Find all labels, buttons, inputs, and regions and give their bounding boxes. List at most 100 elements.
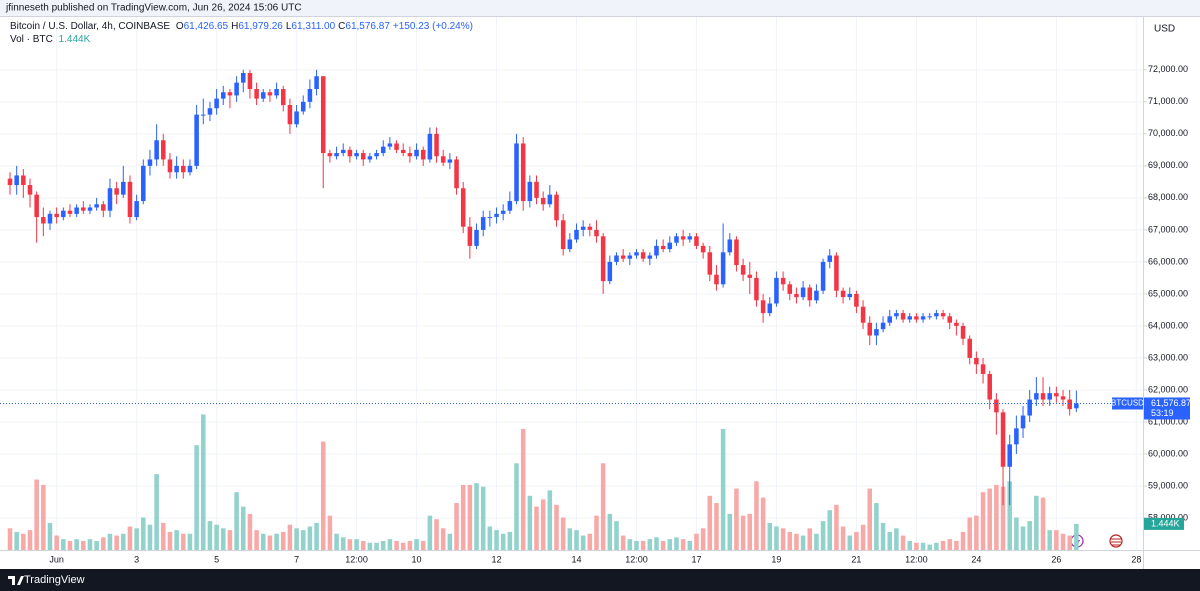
candle-body: [614, 255, 619, 262]
legend-line: Bitcoin / U.S. Dollar, 4h, COINBASE O61,…: [10, 20, 476, 33]
volume-bar: [181, 533, 186, 550]
volume-bar: [61, 539, 66, 550]
volume-bar: [141, 517, 146, 550]
y-tick-label: 64,000.00: [1148, 320, 1188, 330]
candle-body: [927, 316, 932, 318]
ohlc-value: 61,979.26: [238, 21, 283, 32]
volume-bar: [614, 521, 619, 550]
y-tick-label: 65,000.00: [1148, 288, 1188, 298]
volume-bar: [774, 526, 779, 550]
volume-bar: [780, 528, 786, 550]
volume-bar: [67, 540, 73, 550]
y-tick-label: 67,000.00: [1148, 224, 1188, 234]
candle-body: [61, 210, 66, 218]
candle-body: [667, 242, 673, 250]
volume-bar: [900, 535, 906, 550]
y-tick-label: 68,000.00: [1148, 192, 1188, 202]
volume-bar: [800, 535, 806, 550]
volume-bar: [814, 533, 819, 550]
x-tick-label: 5: [214, 554, 219, 564]
volume-bar: [580, 535, 586, 550]
candle-body: [967, 338, 972, 358]
volume-bar: [41, 484, 46, 550]
candle-body: [487, 217, 493, 219]
candle-body: [380, 146, 386, 154]
candle-body: [47, 213, 53, 224]
candle-body: [740, 265, 746, 275]
volume-bar: [367, 542, 373, 550]
candle-body: [627, 255, 633, 259]
ohlc-key: L: [285, 21, 292, 32]
candle-body: [947, 316, 952, 323]
volume-bar: [920, 542, 926, 550]
volume-bar: [807, 528, 813, 550]
candle-body: [654, 245, 659, 256]
candle-body: [101, 204, 106, 211]
volume-bar: [47, 522, 53, 550]
x-tick-label: 28: [1131, 554, 1141, 564]
candles: [7, 69, 1079, 506]
icon: [1109, 534, 1123, 548]
candle-body: [294, 111, 299, 125]
volume-bar: [974, 515, 979, 550]
volume-bar: [740, 515, 746, 550]
ohlc-key: O: [175, 21, 184, 32]
candle-body: [320, 76, 326, 154]
candle-body: [267, 92, 273, 96]
candle-body: [87, 207, 93, 211]
y-tick-label: 59,000.00: [1148, 480, 1188, 490]
candle-body: [554, 194, 559, 221]
volume-bar: [227, 530, 233, 550]
logo-shape: [8, 576, 24, 585]
candle-body: [1067, 399, 1072, 410]
candle-body: [794, 293, 799, 298]
legend-line: Vol · BTC 1.444K: [10, 33, 476, 46]
candle-body: [714, 274, 719, 285]
volume-bar: [194, 445, 199, 550]
candle-body: [900, 313, 906, 320]
candle-body: [427, 133, 433, 160]
volume-bar: [174, 530, 179, 550]
candle-body: [1007, 444, 1012, 467]
logo-text: TradingView: [24, 574, 85, 586]
candle-body: [327, 153, 333, 157]
candle-body: [547, 194, 553, 205]
volume-bar: [620, 535, 626, 550]
candle-body: [1040, 393, 1046, 400]
volume-bar: [7, 528, 13, 550]
volume-bar: [534, 506, 539, 550]
volume-bar: [707, 495, 713, 550]
volume-bar: [980, 492, 986, 550]
volume-bar: [407, 540, 413, 550]
ohlc-key: C: [338, 21, 346, 32]
candle-body: [260, 92, 266, 99]
volume-bar: [694, 533, 699, 550]
candle-body: [214, 98, 219, 109]
candle-body: [67, 210, 73, 214]
volume-bar: [380, 540, 386, 550]
volume-bar: [1060, 533, 1066, 550]
volume-bar: [634, 540, 639, 550]
candle-body: [767, 303, 773, 314]
volume-bar: [914, 542, 919, 550]
volume-bar: [760, 497, 766, 550]
volume-bar: [287, 524, 293, 550]
volume-bar: [101, 537, 106, 550]
volume-bar: [1054, 530, 1059, 550]
x-tick-label: 7: [294, 554, 299, 564]
candle-body: [840, 290, 846, 298]
candle-body: [1074, 403, 1079, 409]
volume-bar: [494, 530, 499, 550]
x-tick-label: 17: [691, 554, 701, 564]
candle-body: [514, 143, 519, 202]
candle-body: [474, 229, 479, 246]
candle-body: [1014, 428, 1019, 445]
volume-bar: [1007, 481, 1012, 550]
candle-body: [660, 245, 666, 250]
volume-value: 1.444K: [58, 34, 91, 45]
candle-body: [34, 194, 39, 218]
candle-body: [780, 277, 786, 285]
candle-body: [1054, 393, 1059, 397]
x-tick-label: 21: [851, 554, 861, 564]
y-tick-label: 70,000.00: [1148, 128, 1188, 138]
